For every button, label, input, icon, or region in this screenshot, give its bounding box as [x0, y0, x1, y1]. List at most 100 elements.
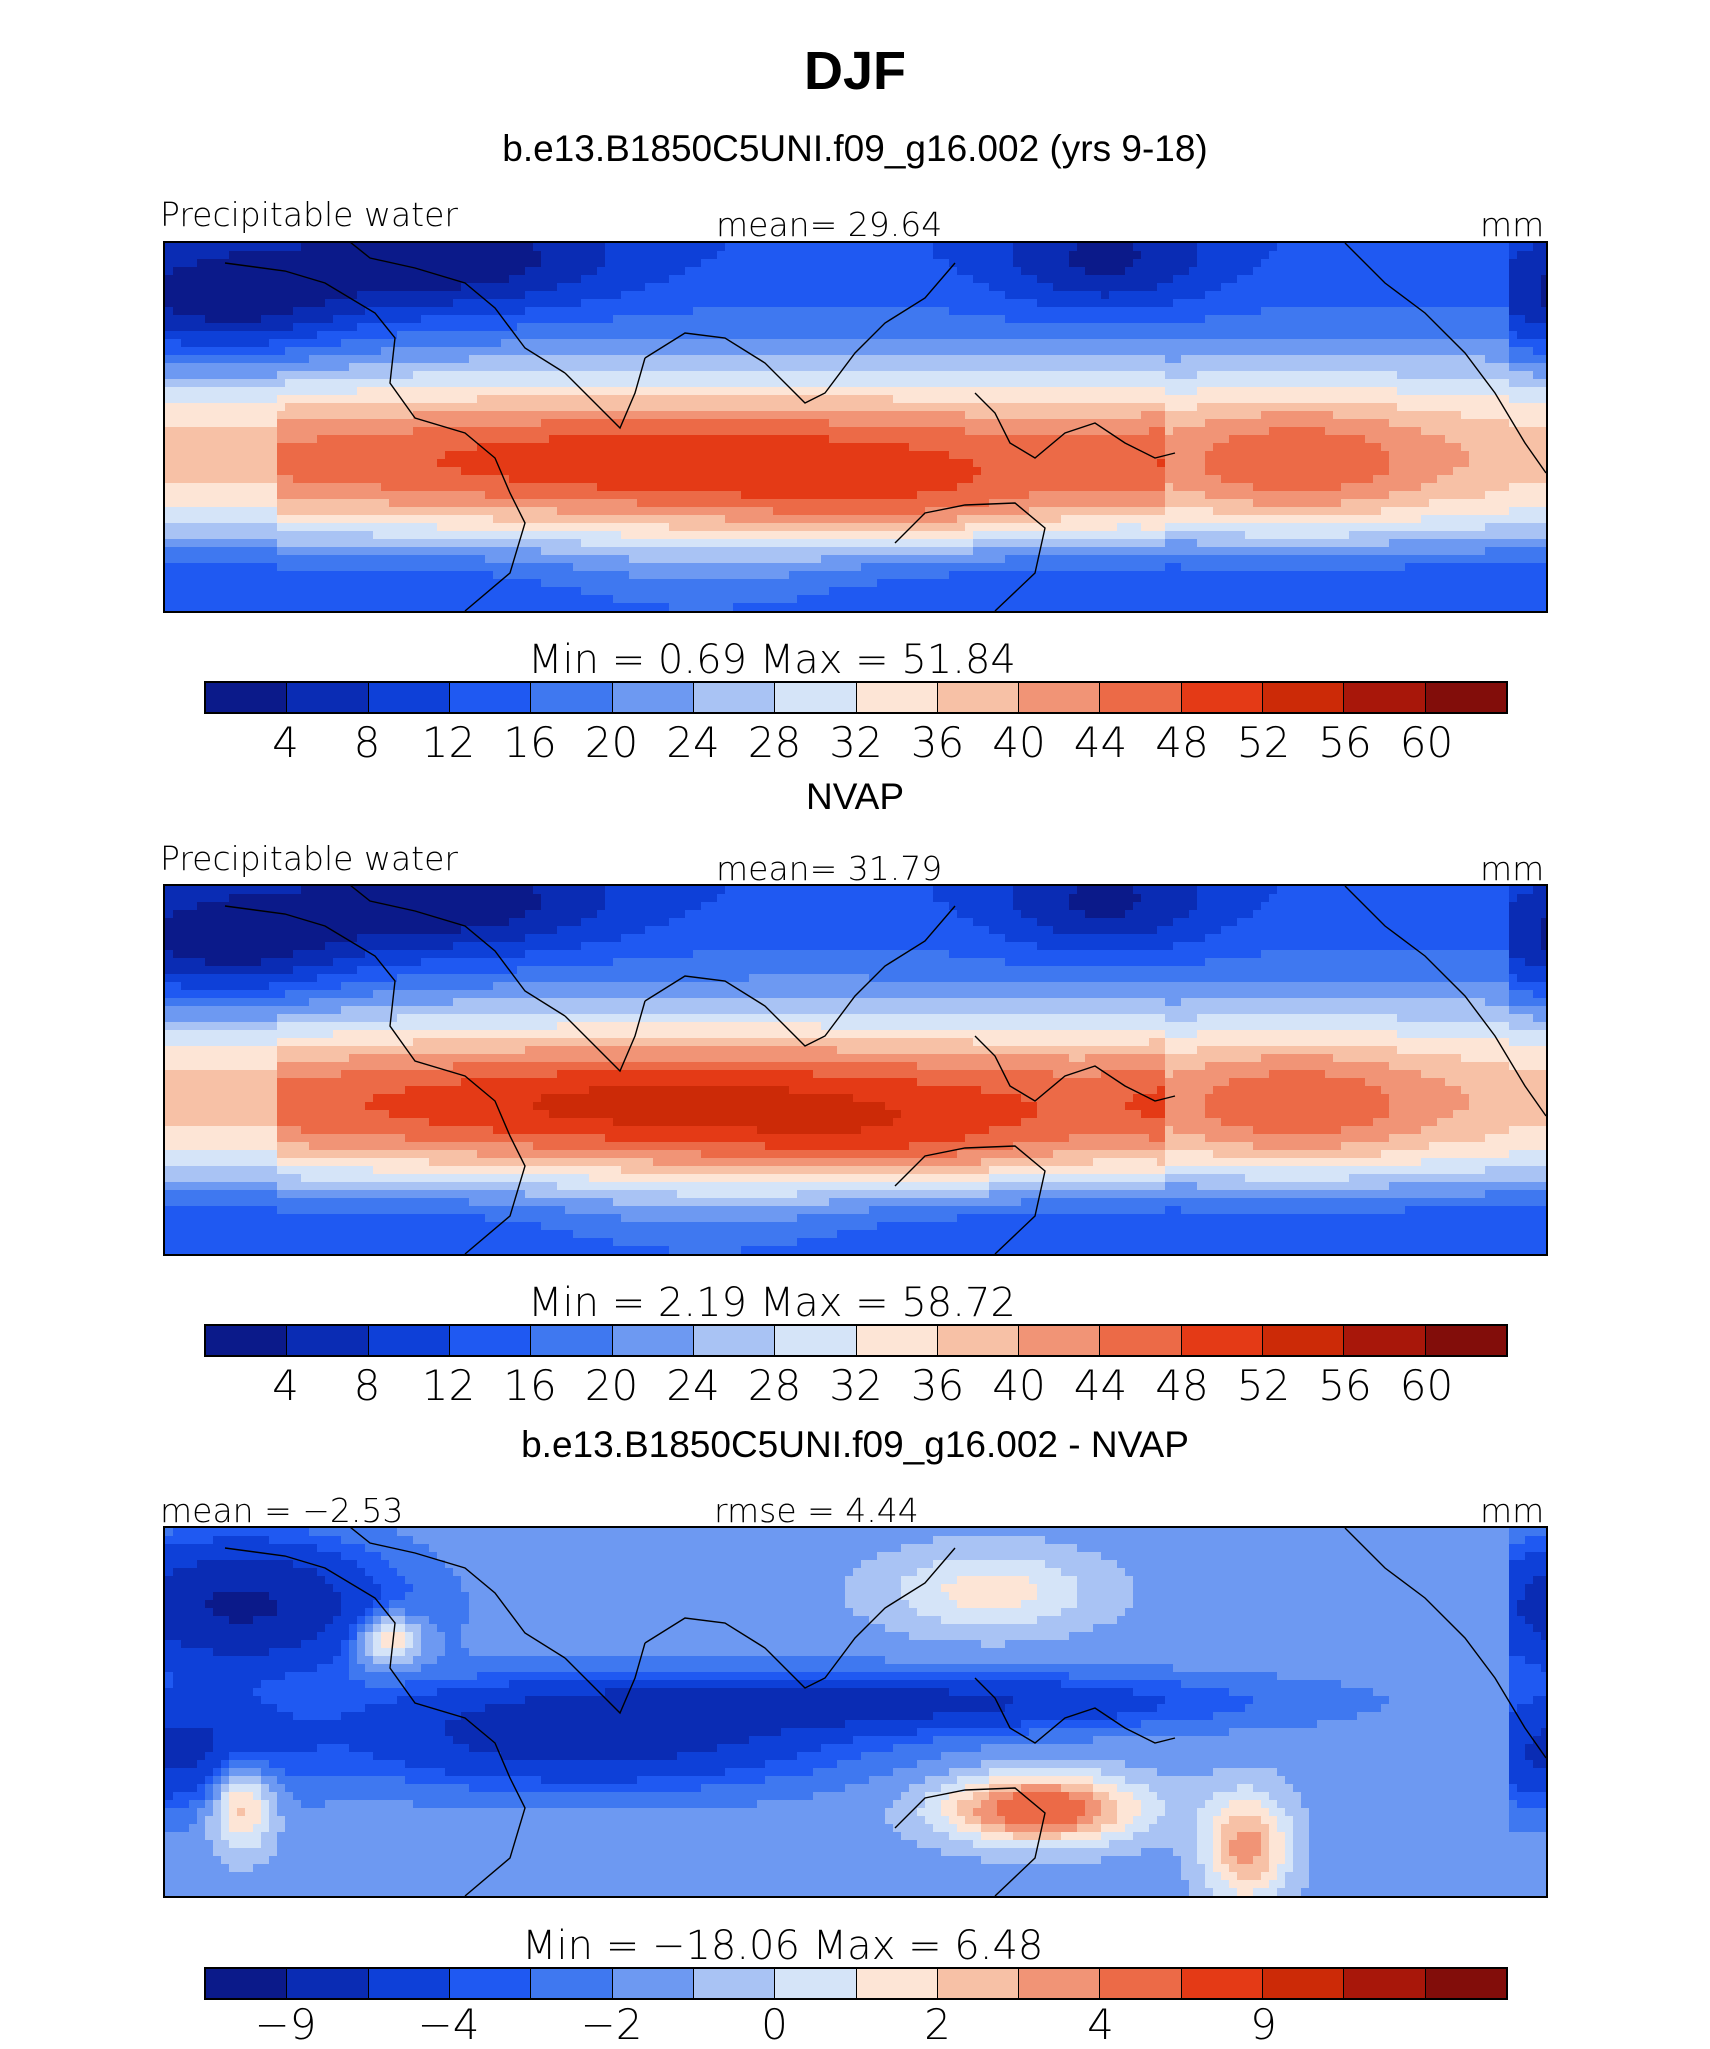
map-model [163, 241, 1548, 613]
colorbar-tick-label: 44 [1074, 722, 1127, 764]
colorbar-tick-label: 8 [354, 1365, 381, 1407]
colorbar-tick-label: 24 [666, 1365, 719, 1407]
mean-label-obs: mean= 31.79 [716, 852, 942, 885]
colorbar-tick-label: 56 [1318, 722, 1371, 764]
mean-label-model: mean= 29.64 [716, 208, 942, 241]
panel-title-model: b.e13.B1850C5UNI.f09_g16.002 (yrs 9-18) [0, 128, 1710, 170]
rmse-label-diff: rmse = 4.44 [714, 1494, 919, 1527]
colorbar-tick-label: −2 [581, 2004, 643, 2046]
colorbar-tick-label: 36 [911, 1365, 964, 1407]
mean-label-diff: mean = −2.53 [160, 1494, 403, 1527]
colorbar-segment [1019, 1969, 1101, 1998]
colorbar-segment [1344, 1326, 1426, 1355]
units-label-model: mm [1480, 208, 1544, 241]
colorbar-tick-label: −9 [255, 2004, 317, 2046]
colorbar-segment [612, 1326, 694, 1355]
colorbar-segment [937, 1326, 1020, 1355]
colorbar-segment [612, 1969, 694, 1998]
colorbar-segment [775, 1326, 857, 1355]
colorbar-tick-label: 8 [354, 722, 381, 764]
colorbar-segment [1100, 683, 1182, 712]
panel-title-obs: NVAP [0, 776, 1710, 818]
colorbar-segment [693, 683, 776, 712]
colorbar-tick-label: 44 [1074, 1365, 1127, 1407]
left-label-model: Precipitable water [160, 198, 458, 231]
colorbar-tick-label: 4 [1087, 2004, 1114, 2046]
map-diff [163, 1526, 1548, 1898]
colorbar-segment [1100, 1326, 1182, 1355]
colorbar-tick-label: 52 [1237, 722, 1290, 764]
contour-field-model [165, 243, 1546, 611]
colorbar-tick-label: 2 [924, 2004, 951, 2046]
colorbar-tick-label: 32 [829, 1365, 882, 1407]
colorbar-tick-label: 28 [748, 1365, 801, 1407]
colorbar-tick-label: 48 [1155, 722, 1208, 764]
colorbar-tick-label: 4 [272, 1365, 299, 1407]
colorbar-segment [1019, 683, 1101, 712]
colorbar-segment [449, 1969, 532, 1998]
colorbar-segment [937, 683, 1020, 712]
colorbar-segment [368, 1326, 450, 1355]
colorbar-tick-label: 20 [585, 722, 638, 764]
colorbar-tick-label: 48 [1155, 1365, 1208, 1407]
colorbar-segment [693, 1326, 776, 1355]
colorbar-segment [206, 683, 288, 712]
colorbar-tick-label: 60 [1400, 722, 1453, 764]
colorbar-segment [1425, 1326, 1506, 1355]
minmax-label-diff: Min = −18.06 Max = 6.48 [522, 1926, 1043, 1966]
colorbar-tick-label: 52 [1237, 1365, 1290, 1407]
colorbar-diff [204, 1967, 1508, 2000]
colorbar-tick-label: 16 [503, 722, 556, 764]
colorbar-segment [775, 683, 857, 712]
colorbar-segment [1263, 1326, 1345, 1355]
figure-title: DJF [0, 40, 1710, 102]
colorbar-tick-label: 28 [748, 722, 801, 764]
colorbar-tick-label: 0 [761, 2004, 788, 2046]
units-label-obs: mm [1480, 852, 1544, 885]
colorbar-tick-label: 36 [911, 722, 964, 764]
colorbar-segment [287, 1969, 369, 1998]
colorbar-segment [937, 1969, 1020, 1998]
colorbar-segment [1100, 1969, 1182, 1998]
colorbar-segment [449, 1326, 532, 1355]
contour-field-obs [165, 886, 1546, 1254]
colorbar-segment [287, 1326, 369, 1355]
colorbar-tick-label: 40 [992, 1365, 1045, 1407]
colorbar-tick-label: 20 [585, 1365, 638, 1407]
colorbar-tick-label: 24 [666, 722, 719, 764]
panel-title-diff: b.e13.B1850C5UNI.f09_g16.002 - NVAP [0, 1424, 1710, 1466]
colorbar-tick-label: 56 [1318, 1365, 1371, 1407]
colorbar-segment [287, 683, 369, 712]
colorbar-segment [531, 683, 613, 712]
colorbar-model [204, 681, 1508, 714]
colorbar-segment [1181, 683, 1264, 712]
colorbar-segment [856, 1326, 938, 1355]
units-label-diff: mm [1480, 1494, 1544, 1527]
colorbar-tick-label: 32 [829, 722, 882, 764]
colorbar-tick-label: 12 [422, 1365, 475, 1407]
colorbar-segment [1344, 1969, 1426, 1998]
minmax-label-obs: Min = 2.19 Max = 58.72 [528, 1283, 1016, 1323]
colorbar-segment [368, 1969, 450, 1998]
colorbar-segment [775, 1969, 857, 1998]
colorbar-tick-label: 9 [1250, 2004, 1277, 2046]
colorbar-segment [206, 1326, 288, 1355]
colorbar-tick-label: −4 [418, 2004, 480, 2046]
colorbar-segment [1425, 1969, 1506, 1998]
colorbar-segment [449, 683, 532, 712]
colorbar-segment [1181, 1969, 1264, 1998]
colorbar-segment [856, 1969, 938, 1998]
colorbar-segment [368, 683, 450, 712]
colorbar-segment [531, 1326, 613, 1355]
colorbar-segment [693, 1969, 776, 1998]
colorbar-segment [1263, 683, 1345, 712]
colorbar-segment [856, 683, 938, 712]
colorbar-segment [1181, 1326, 1264, 1355]
contour-field-diff [165, 1528, 1546, 1896]
colorbar-tick-label: 4 [272, 722, 299, 764]
colorbar-segment [1019, 1326, 1101, 1355]
left-label-obs: Precipitable water [160, 842, 458, 875]
colorbar-segment [206, 1969, 288, 1998]
colorbar-tick-label: 60 [1400, 1365, 1453, 1407]
colorbar-segment [1263, 1969, 1345, 1998]
